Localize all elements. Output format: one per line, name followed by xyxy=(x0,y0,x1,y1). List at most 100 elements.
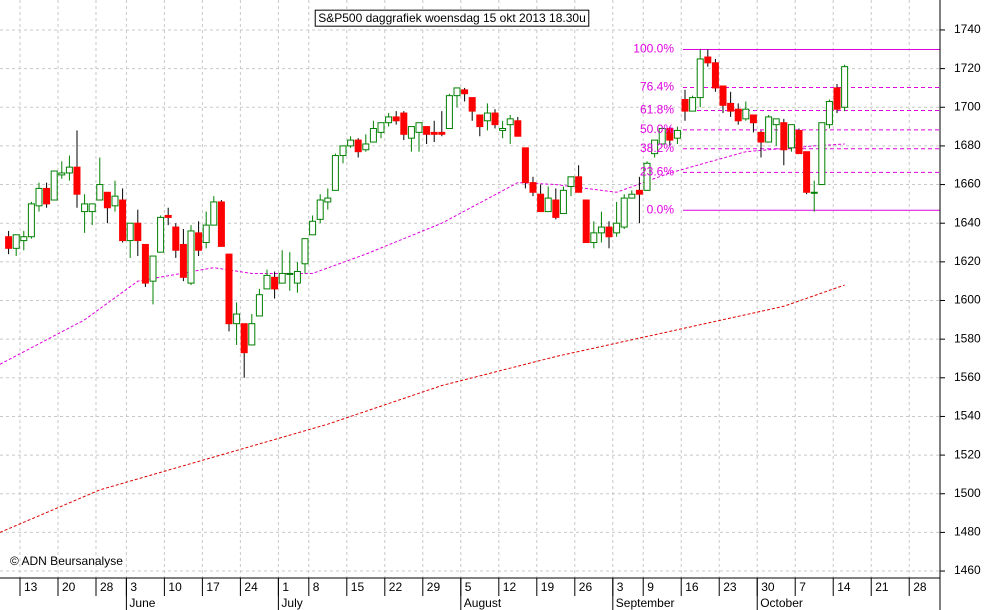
candle-body xyxy=(347,139,355,147)
candle-body xyxy=(468,97,476,112)
candle-body xyxy=(780,122,788,151)
candle-body xyxy=(590,232,598,244)
candle-body xyxy=(35,187,43,207)
candle-body xyxy=(385,116,393,124)
candle-body xyxy=(157,216,165,253)
month-label: August xyxy=(464,596,502,610)
candle-body xyxy=(286,272,294,275)
candle-body xyxy=(643,162,651,191)
candle-body xyxy=(544,197,552,213)
moving-average xyxy=(0,284,845,533)
candle-body xyxy=(521,147,529,184)
fib-label: 100.0% xyxy=(633,42,674,56)
candle-body xyxy=(149,255,157,282)
candle-body xyxy=(651,139,659,155)
fib-label: 76.4% xyxy=(640,80,674,94)
candle-body xyxy=(749,114,757,124)
candle-body xyxy=(803,151,811,193)
candle-body xyxy=(377,122,385,133)
candle-body xyxy=(825,100,833,126)
x-tick-label: 20 xyxy=(62,580,76,594)
candle-body xyxy=(271,276,279,290)
candle-body xyxy=(506,118,514,126)
fib-label: 0.0% xyxy=(647,202,675,216)
y-tick-label: 1700 xyxy=(954,99,981,113)
candle-body xyxy=(293,271,301,284)
y-tick-label: 1660 xyxy=(954,177,981,191)
candle-body xyxy=(483,112,491,122)
candle-body xyxy=(50,170,58,201)
candle-body xyxy=(742,108,750,120)
x-tick-label: 24 xyxy=(244,580,258,594)
candle-body xyxy=(407,126,415,139)
candle-body xyxy=(141,243,149,284)
candle-body xyxy=(423,126,431,135)
x-tick-label: 29 xyxy=(427,580,441,594)
candle-body xyxy=(552,199,560,218)
y-tick-label: 1620 xyxy=(954,254,981,268)
candle-body xyxy=(476,114,484,128)
candle-body xyxy=(202,224,210,244)
candle-body xyxy=(331,155,339,191)
candle-body xyxy=(187,230,195,284)
x-tick-label: 7 xyxy=(799,580,806,594)
fib-label: 50.0% xyxy=(640,122,674,136)
candle-body xyxy=(362,143,370,151)
candle-body xyxy=(65,166,73,174)
grid xyxy=(0,0,940,578)
candle-body xyxy=(126,222,134,242)
candle-body xyxy=(673,129,681,139)
month-label: September xyxy=(616,596,675,610)
x-tick-label: 19 xyxy=(541,580,555,594)
candle-body xyxy=(225,253,233,325)
candle-body xyxy=(81,203,89,213)
y-tick-label: 1460 xyxy=(954,563,981,577)
candle-body xyxy=(195,232,203,251)
fib-label: 38.2% xyxy=(640,141,674,155)
x-tick-label: 8 xyxy=(313,580,320,594)
x-tick-label: 22 xyxy=(389,580,403,594)
x-tick-label: 12 xyxy=(503,580,517,594)
candle-body xyxy=(787,124,795,149)
x-tick-label: 28 xyxy=(913,580,927,594)
candle-body xyxy=(240,323,248,354)
y-tick-label: 1500 xyxy=(954,486,981,500)
candle-body xyxy=(658,128,666,145)
candle-body xyxy=(757,131,765,143)
x-tick-label: 1 xyxy=(282,580,289,594)
candle-body xyxy=(461,89,469,95)
candle-body xyxy=(810,191,818,194)
month-label: July xyxy=(281,596,302,610)
x-tick-label: 14 xyxy=(837,580,851,594)
candle-body xyxy=(111,195,119,207)
candle-body xyxy=(537,193,545,213)
candle-body xyxy=(103,191,111,209)
candle-body xyxy=(605,226,613,238)
candle-body xyxy=(514,120,522,137)
candle-body xyxy=(248,323,256,346)
candle-body xyxy=(711,62,719,89)
candle-body xyxy=(491,112,499,126)
y-tick-label: 1640 xyxy=(954,215,981,229)
candle-body xyxy=(499,128,507,131)
candle-body xyxy=(263,274,271,290)
x-tick-label: 13 xyxy=(24,580,38,594)
x-tick-label: 15 xyxy=(351,580,365,594)
x-tick-label: 3 xyxy=(617,580,624,594)
candle-body xyxy=(765,116,773,143)
candle-body xyxy=(734,108,742,122)
candle-body xyxy=(301,238,309,265)
candle-body xyxy=(681,99,689,112)
candle-body xyxy=(369,128,377,143)
candle-body xyxy=(438,131,446,135)
y-tick-label: 1600 xyxy=(954,293,981,307)
candle-body xyxy=(217,201,225,247)
x-tick-label: 5 xyxy=(465,580,472,594)
candle-body xyxy=(172,226,180,251)
candle-body xyxy=(704,56,712,64)
candle-body xyxy=(73,166,81,195)
candle-body xyxy=(96,184,104,201)
candle-body xyxy=(43,187,51,205)
